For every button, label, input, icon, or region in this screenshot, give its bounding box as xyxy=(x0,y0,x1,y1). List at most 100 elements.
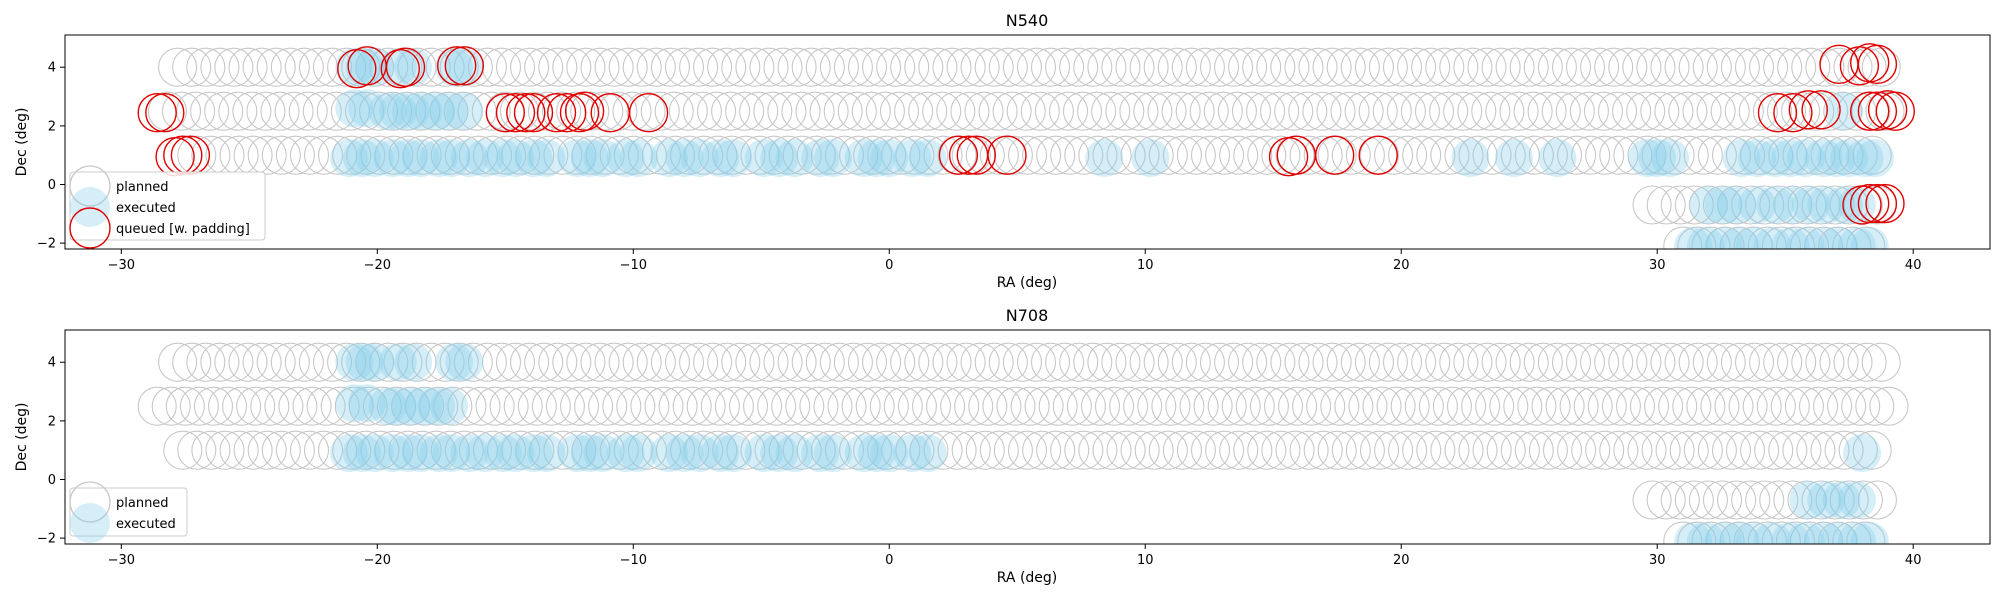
pointing-planned xyxy=(1660,480,1700,520)
x-axis-label: RA (deg) xyxy=(997,275,1058,291)
pointing-planned xyxy=(1813,386,1853,426)
pointing-planned xyxy=(1838,430,1878,470)
pointing-planned xyxy=(1416,135,1456,175)
pointing-planned xyxy=(1404,386,1444,426)
pointing-planned xyxy=(439,342,479,382)
pointing-planned xyxy=(1594,342,1634,382)
pointing-planned xyxy=(1528,430,1568,470)
pointing-planned xyxy=(1798,386,1839,426)
pointing-planned xyxy=(1583,91,1624,131)
pointing-planned xyxy=(1247,430,1287,470)
pointing-executed xyxy=(527,434,566,473)
pointing-executed xyxy=(650,434,689,473)
pointing-executed xyxy=(389,434,427,473)
pointing-planned xyxy=(1601,386,1641,426)
pointing-planned xyxy=(383,342,423,382)
pointing-executed xyxy=(373,139,412,178)
pointing-planned xyxy=(936,91,976,131)
pointing-planned xyxy=(979,430,1019,470)
pointing-executed xyxy=(744,434,783,473)
pointing-executed xyxy=(417,92,456,131)
pointing-planned xyxy=(636,342,676,382)
pointing-planned xyxy=(1022,135,1062,175)
pointing-planned xyxy=(1815,480,1855,520)
pointing-planned xyxy=(1101,342,1141,382)
pointing-planned xyxy=(1829,480,1869,520)
pointing-planned xyxy=(670,430,710,470)
pointing-planned xyxy=(1157,342,1197,382)
pointing-executed xyxy=(496,434,535,473)
pointing-planned xyxy=(1555,91,1595,131)
pointing-planned xyxy=(256,342,296,382)
pointing-planned xyxy=(571,135,611,175)
pointing-executed xyxy=(1753,227,1792,249)
pointing-executed xyxy=(606,434,645,473)
pointing-planned xyxy=(1672,386,1712,426)
pointing-planned xyxy=(571,430,611,470)
pointing-executed xyxy=(335,343,374,382)
pointing-planned xyxy=(1388,135,1428,175)
pointing-executed xyxy=(432,139,471,178)
pointing-planned xyxy=(387,91,427,131)
pointing-planned xyxy=(1368,47,1408,87)
pointing-planned xyxy=(1717,185,1757,225)
pointing-planned xyxy=(833,342,873,382)
pointing-planned xyxy=(851,91,891,131)
pointing-planned xyxy=(1734,47,1775,87)
pointing-planned xyxy=(923,135,963,175)
pointing-planned xyxy=(419,386,459,426)
pointing-planned xyxy=(453,47,493,87)
pointing-planned xyxy=(1782,135,1822,175)
pointing-planned xyxy=(552,342,592,382)
pointing-planned xyxy=(1038,386,1078,426)
pointing-planned xyxy=(320,386,360,426)
pointing-planned xyxy=(332,135,372,175)
pointing-planned xyxy=(1749,342,1789,382)
pointing-planned xyxy=(1331,135,1371,175)
pointing-executed xyxy=(1722,139,1761,178)
pointing-planned xyxy=(1143,342,1183,382)
pointing-planned xyxy=(1382,342,1423,382)
pointing-planned xyxy=(1256,342,1296,382)
pointing-planned xyxy=(200,47,240,87)
pointing-executed xyxy=(378,343,417,382)
pointing-planned xyxy=(1571,135,1611,175)
pointing-executed xyxy=(401,139,440,178)
pointing-planned xyxy=(622,47,662,87)
pointing-planned xyxy=(1189,91,1229,131)
pointing-planned xyxy=(1791,47,1831,87)
pointing-planned xyxy=(388,135,428,175)
pointing-planned xyxy=(1514,430,1554,470)
pointing-planned xyxy=(978,91,1018,131)
pointing-planned xyxy=(264,386,304,426)
pointing-planned xyxy=(1565,342,1606,382)
pointing-executed xyxy=(606,139,645,178)
pointing-planned xyxy=(1500,135,1540,175)
pointing-planned xyxy=(932,47,972,87)
pointing-planned xyxy=(1818,521,1858,544)
pointing-planned xyxy=(1682,91,1722,131)
pointing-planned xyxy=(700,386,740,426)
pointing-planned xyxy=(1374,135,1414,175)
pointing-executed xyxy=(391,387,430,426)
axes-frame xyxy=(64,329,1991,545)
pointing-planned xyxy=(894,91,934,131)
legend-marker-executed xyxy=(70,187,110,227)
pointing-planned xyxy=(1597,91,1638,131)
pointing-planned xyxy=(895,135,935,175)
pointing-planned xyxy=(1214,342,1254,382)
pointing-planned xyxy=(1115,342,1155,382)
pointing-planned xyxy=(1818,226,1858,249)
pointing-planned xyxy=(1362,386,1402,426)
pointing-executed xyxy=(465,139,504,178)
pointing-planned xyxy=(1706,342,1746,382)
pointing-planned xyxy=(1720,342,1760,382)
pointing-executed xyxy=(373,434,412,473)
pointing-planned xyxy=(1306,386,1346,426)
pointing-planned xyxy=(809,91,849,131)
pointing-planned xyxy=(993,135,1033,175)
x-tick-label: 10 xyxy=(1137,258,1154,273)
pointing-planned xyxy=(1260,91,1300,131)
pointing-planned xyxy=(862,47,902,87)
pointing-planned xyxy=(391,386,431,426)
